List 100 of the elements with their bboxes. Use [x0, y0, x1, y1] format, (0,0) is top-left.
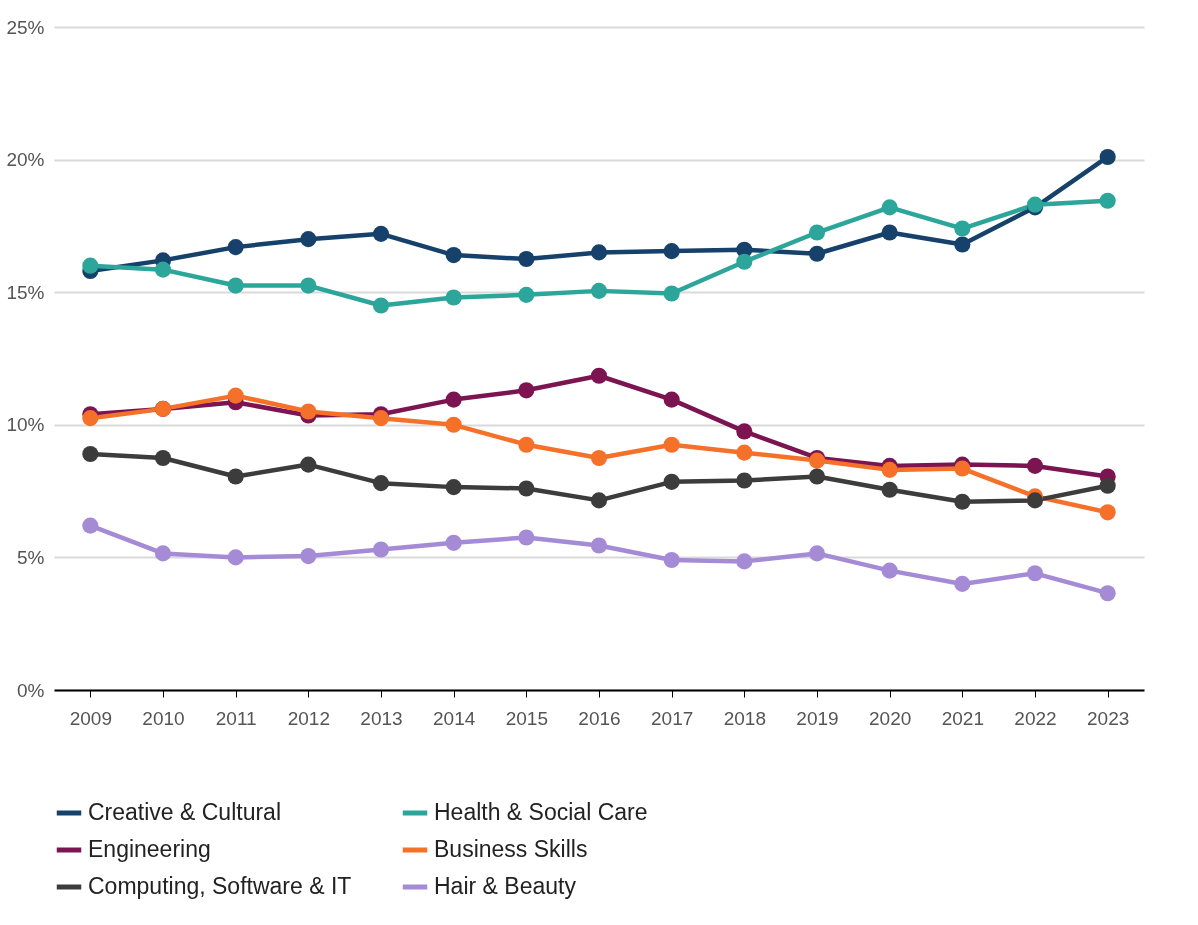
y-tick-label: 20% — [6, 149, 45, 171]
point — [227, 277, 244, 294]
point — [954, 460, 971, 477]
x-tick-label: 2017 — [651, 707, 694, 729]
legend-label: Business Skills — [434, 836, 588, 862]
y-tick-label: 5% — [17, 546, 45, 568]
point — [300, 403, 317, 420]
point — [881, 461, 898, 478]
point — [372, 410, 390, 427]
x-tick-label: 2023 — [1087, 707, 1130, 729]
x-tick-label: 2020 — [869, 707, 912, 729]
point — [663, 473, 680, 490]
point — [154, 261, 172, 278]
point — [954, 220, 971, 237]
x-tick-label: 2019 — [796, 707, 839, 729]
point — [590, 537, 608, 554]
point — [1099, 477, 1116, 494]
point — [881, 562, 898, 579]
point — [1026, 457, 1044, 474]
x-tick-label: 2021 — [941, 707, 984, 729]
point — [372, 475, 390, 492]
y-tick-label: 0% — [17, 679, 45, 701]
legend-label: Creative & Cultural — [88, 799, 282, 825]
point — [954, 575, 971, 592]
point — [736, 553, 753, 570]
y-tick-label: 10% — [6, 414, 45, 436]
point — [808, 224, 826, 241]
point — [300, 548, 317, 565]
point — [1026, 565, 1044, 582]
point — [1026, 492, 1044, 509]
legend-label: Computing, Software & IT — [88, 873, 352, 899]
point — [736, 423, 753, 440]
point — [590, 367, 608, 384]
x-tick-label: 2012 — [287, 707, 330, 729]
point — [736, 253, 753, 270]
x-tick-label: 2013 — [360, 707, 403, 729]
point — [663, 436, 680, 453]
point — [663, 243, 680, 260]
point — [372, 225, 390, 242]
point — [154, 545, 172, 562]
x-tick-label: 2016 — [578, 707, 621, 729]
point — [518, 480, 535, 497]
x-tick-label: 2010 — [142, 707, 185, 729]
point — [1099, 192, 1116, 209]
point — [881, 481, 898, 498]
point — [82, 257, 99, 274]
x-tick-label: 2009 — [69, 707, 112, 729]
point — [300, 456, 317, 473]
point — [590, 282, 608, 299]
point — [372, 297, 390, 314]
point — [663, 552, 680, 569]
point — [663, 391, 680, 408]
point — [1099, 585, 1116, 602]
point — [445, 534, 462, 551]
legend-label: Health & Social Care — [434, 799, 648, 825]
point — [445, 247, 462, 264]
point — [227, 549, 244, 566]
point — [590, 244, 608, 261]
point — [518, 529, 535, 546]
point — [300, 231, 317, 248]
point — [736, 472, 753, 489]
point — [445, 289, 462, 306]
point — [445, 391, 462, 408]
x-tick-label: 2011 — [215, 707, 257, 729]
point — [154, 449, 172, 466]
point — [227, 468, 244, 485]
x-tick-label: 2018 — [723, 707, 766, 729]
point — [518, 382, 535, 399]
point — [445, 416, 462, 433]
point — [518, 251, 535, 268]
point — [808, 545, 826, 562]
x-tick-label: 2014 — [433, 707, 476, 729]
point — [808, 245, 826, 262]
y-tick-label: 25% — [6, 16, 45, 38]
point — [82, 517, 99, 534]
point — [445, 479, 462, 496]
x-tick-label: 2022 — [1014, 707, 1057, 729]
point — [808, 468, 826, 485]
point — [1099, 148, 1116, 165]
point — [82, 410, 99, 427]
x-tick-label: 2015 — [505, 707, 548, 729]
point — [518, 286, 535, 303]
point — [590, 449, 608, 466]
point — [372, 541, 390, 558]
legend-label: Engineering — [88, 836, 211, 862]
point — [82, 445, 99, 463]
point — [881, 224, 898, 241]
legend-label: Hair & Beauty — [434, 873, 577, 899]
point — [590, 492, 608, 509]
point — [227, 239, 244, 256]
point — [1099, 504, 1116, 521]
point — [954, 236, 971, 253]
point — [518, 436, 535, 453]
y-tick-label: 15% — [6, 281, 45, 303]
point — [881, 199, 898, 216]
point — [663, 285, 680, 302]
point — [954, 493, 971, 510]
point — [227, 387, 244, 404]
point — [736, 444, 753, 461]
point — [300, 277, 317, 294]
